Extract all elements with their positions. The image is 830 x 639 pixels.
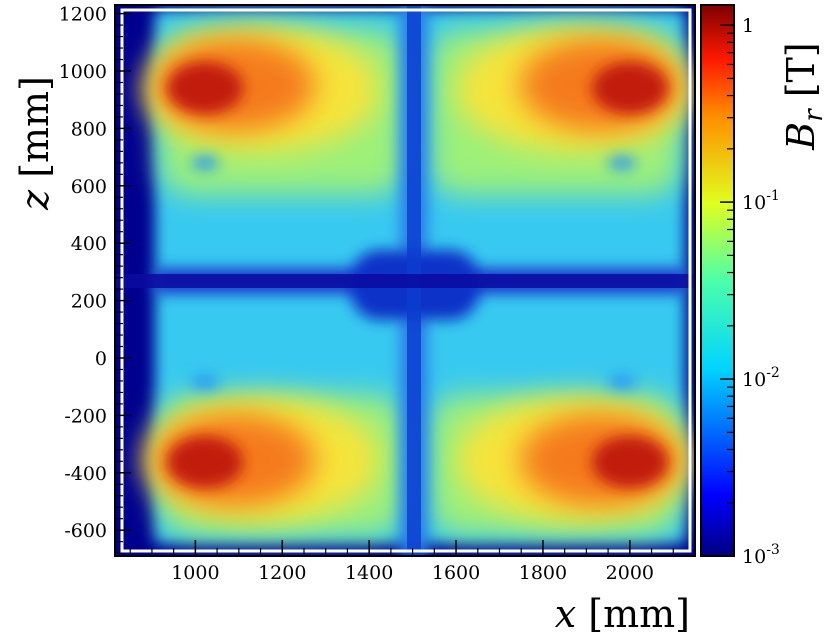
- y-tick-label: -200: [64, 405, 107, 427]
- colorbar-tick-base: 10: [742, 192, 766, 214]
- y-tick-label: 1000: [59, 61, 107, 83]
- plot-inner-frame: [120, 8, 692, 553]
- colorbar-axis: 10-310-210-11: [720, 15, 780, 568]
- colorbar-variable: B: [779, 122, 823, 151]
- colorbar-tick-label: 10-3: [742, 542, 780, 568]
- x-tick-label: 1400: [345, 562, 393, 584]
- colorbar-tick-base: 10: [742, 369, 766, 391]
- x-axis: 1000 1200 1400 1600 1800 2000: [129, 540, 696, 584]
- heatmap: [115, 5, 695, 556]
- plot-frame: [114, 4, 696, 557]
- colorbar-tick-base: 10: [742, 546, 766, 568]
- y-tick-label: 200: [71, 291, 107, 313]
- y-axis-title: z [mm]: [13, 76, 57, 211]
- y-tick-label: 600: [71, 176, 107, 198]
- colorbar-tick-exponent: -1: [766, 188, 780, 204]
- colorbar: [700, 4, 735, 557]
- colorbar-tick-label: 1: [742, 15, 754, 37]
- y-axis-unit: [mm]: [13, 76, 57, 178]
- field-distribution: [115, 5, 695, 556]
- y-tick-label: 1200: [59, 4, 107, 26]
- x-axis-variable: x: [555, 592, 576, 636]
- colorbar-unit: [T]: [779, 42, 823, 97]
- colorbar-tick-exponent: -2: [766, 365, 780, 381]
- x-tick-label: 1200: [258, 562, 306, 584]
- x-axis-unit: [mm]: [588, 592, 690, 636]
- colorbar-tick-label: 10-2: [742, 365, 780, 391]
- colorbar-variable-sub: r: [799, 108, 829, 122]
- x-tick-label: 1800: [519, 562, 567, 584]
- x-tick-label: 1000: [171, 562, 219, 584]
- y-tick-label: -600: [64, 520, 107, 542]
- x-tick-label: 1600: [432, 562, 480, 584]
- colorbar-title: Br [T]: [779, 42, 830, 150]
- y-axis-variable: z: [13, 189, 57, 211]
- colorbar-tick-base: 1: [742, 15, 754, 37]
- colorbar-tick-exponent: -3: [766, 542, 780, 558]
- x-tick-label: 2000: [606, 562, 654, 584]
- colorbar-tick-label: 10-1: [742, 188, 780, 214]
- y-tick-label: 400: [71, 233, 107, 255]
- y-axis: -600 -400 -200 0 200 400 600 800 1000 1200: [59, 4, 131, 554]
- y-tick-label: 0: [95, 348, 107, 370]
- y-tick-label: 800: [71, 118, 107, 140]
- y-tick-label: -400: [64, 463, 107, 485]
- x-axis-title: x [mm]: [555, 592, 690, 636]
